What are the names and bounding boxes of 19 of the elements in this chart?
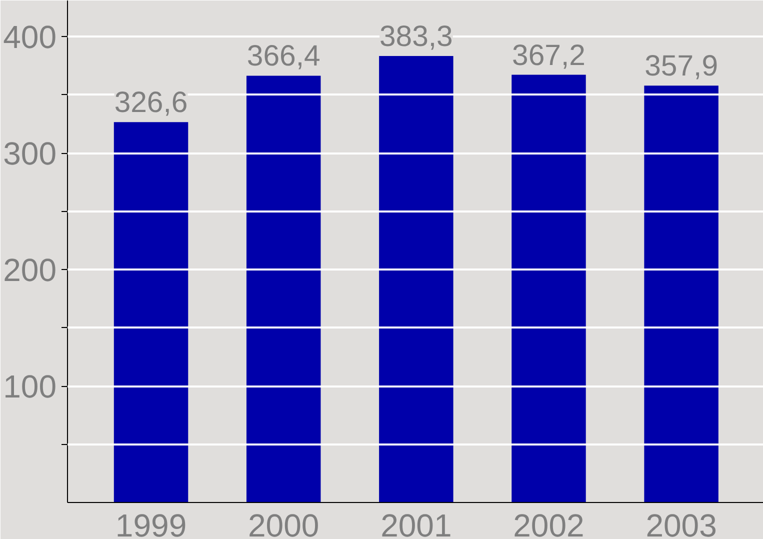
x-tick-label: 2002 xyxy=(513,508,584,539)
data-label: 357,9 xyxy=(644,50,718,83)
x-tick-label: 2000 xyxy=(248,508,320,539)
x-tick-label: 1999 xyxy=(115,508,187,539)
x-tick-label: 2001 xyxy=(380,508,452,539)
y-tick-label: 200 xyxy=(3,252,56,288)
data-label: 366,4 xyxy=(246,40,320,73)
bar xyxy=(246,76,321,502)
y-tick-label: 300 xyxy=(3,136,56,172)
bar xyxy=(512,74,586,502)
data-label: 326,6 xyxy=(114,86,188,120)
y-tick-label: 400 xyxy=(3,19,56,56)
data-label: 383,3 xyxy=(379,20,453,54)
data-label: 367,2 xyxy=(512,38,586,72)
bar xyxy=(379,56,454,502)
y-tick-label: 100 xyxy=(3,368,56,405)
x-tick-label: 2003 xyxy=(646,508,717,539)
bar xyxy=(644,86,718,502)
bar xyxy=(114,122,188,502)
